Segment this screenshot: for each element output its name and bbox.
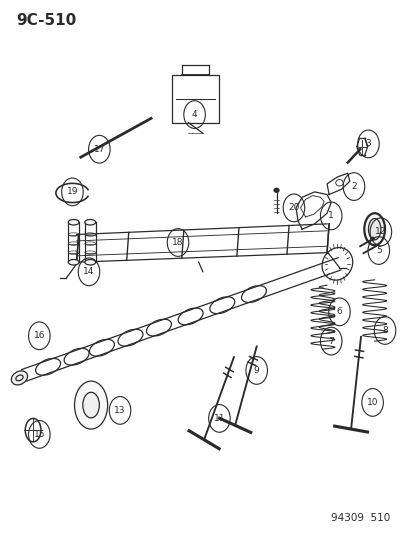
Text: 5: 5 [375,246,381,255]
Text: 17: 17 [93,145,105,154]
Text: 4: 4 [191,110,197,119]
Text: 10: 10 [366,398,377,407]
Text: 1: 1 [328,212,333,220]
Text: 2: 2 [350,182,356,191]
Text: 6: 6 [336,308,342,316]
Text: 19: 19 [66,188,78,196]
Ellipse shape [74,381,107,429]
Text: 13: 13 [114,406,126,415]
Text: 7: 7 [328,337,333,345]
Ellipse shape [273,188,279,193]
Ellipse shape [11,371,28,385]
Text: 8: 8 [381,326,387,335]
Ellipse shape [369,237,374,241]
Text: 9: 9 [253,366,259,375]
Text: 9C-510: 9C-510 [17,13,77,28]
Text: 12: 12 [374,228,386,236]
Text: 20: 20 [287,204,299,212]
Ellipse shape [68,220,79,225]
Ellipse shape [368,219,380,240]
Ellipse shape [85,260,95,265]
Text: 14: 14 [83,268,95,276]
Text: 15: 15 [33,430,45,439]
Ellipse shape [83,392,99,418]
Ellipse shape [85,220,95,225]
Text: 3: 3 [365,140,370,148]
Text: 94309  510: 94309 510 [330,513,389,523]
Ellipse shape [68,260,79,265]
Text: 16: 16 [33,332,45,340]
Text: 11: 11 [213,414,225,423]
Text: 18: 18 [172,238,183,247]
Ellipse shape [363,213,384,245]
